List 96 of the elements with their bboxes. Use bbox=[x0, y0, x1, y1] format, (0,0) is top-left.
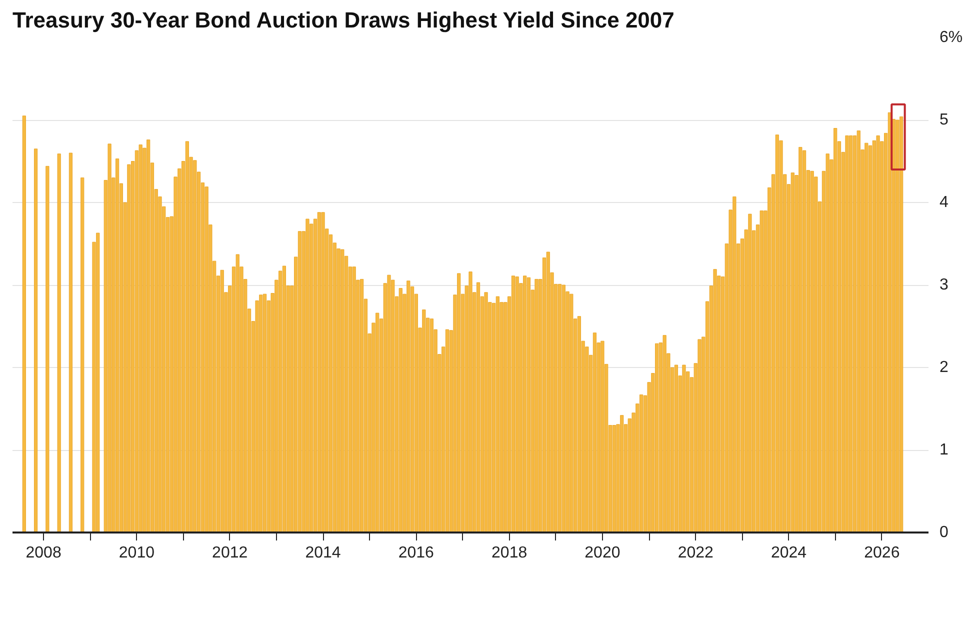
bar bbox=[146, 140, 150, 532]
bar bbox=[790, 172, 794, 532]
bar bbox=[592, 332, 597, 532]
bar bbox=[317, 212, 321, 532]
x-tick-label: 2020 bbox=[584, 544, 620, 562]
bar bbox=[526, 277, 531, 532]
bar bbox=[856, 130, 860, 532]
bar bbox=[775, 134, 779, 532]
x-tick-label: 2024 bbox=[770, 544, 807, 562]
y-tick-label: 5 bbox=[940, 112, 948, 128]
bar bbox=[457, 273, 461, 532]
bar bbox=[570, 294, 574, 532]
bar bbox=[662, 335, 666, 532]
bar bbox=[639, 394, 644, 532]
bar bbox=[430, 318, 434, 532]
x-tick-label: 2026 bbox=[864, 544, 900, 562]
bar bbox=[398, 288, 402, 532]
bar bbox=[515, 276, 519, 532]
bar bbox=[476, 282, 480, 532]
x-tick-label: 2008 bbox=[26, 544, 62, 562]
bar bbox=[422, 310, 426, 532]
bar bbox=[185, 141, 189, 532]
bar bbox=[620, 415, 624, 532]
bar bbox=[534, 278, 538, 532]
bar bbox=[57, 154, 61, 532]
bar bbox=[376, 312, 380, 532]
bar bbox=[484, 292, 488, 532]
bar bbox=[220, 270, 224, 532]
bar bbox=[34, 148, 38, 532]
bar bbox=[845, 135, 849, 532]
bar bbox=[888, 112, 892, 532]
y-tick-label: 2 bbox=[940, 359, 948, 376]
x-tick-label: 2012 bbox=[212, 544, 248, 562]
bar bbox=[468, 272, 472, 532]
bar bbox=[760, 210, 764, 532]
bar bbox=[115, 158, 120, 532]
x-tick-label: 2014 bbox=[305, 544, 341, 562]
bar bbox=[655, 343, 659, 532]
bar bbox=[732, 196, 736, 532]
bar bbox=[798, 146, 802, 532]
bar bbox=[826, 154, 830, 532]
bar bbox=[80, 178, 84, 532]
bar bbox=[340, 249, 344, 532]
y-tick-label: 1 bbox=[940, 442, 948, 458]
bar bbox=[876, 135, 880, 532]
y-tick-label: 4 bbox=[940, 194, 948, 211]
bar bbox=[698, 339, 702, 532]
bar bbox=[558, 284, 562, 532]
bar bbox=[445, 329, 450, 532]
bar bbox=[298, 231, 302, 532]
bar bbox=[600, 340, 604, 532]
bar bbox=[834, 128, 838, 532]
x-tick-label: 2018 bbox=[492, 544, 528, 562]
bar bbox=[864, 142, 868, 532]
bar bbox=[900, 116, 904, 532]
bar bbox=[612, 425, 616, 532]
bar bbox=[511, 276, 515, 532]
x-tick-label: 2010 bbox=[118, 544, 155, 562]
bar bbox=[108, 144, 112, 532]
bar bbox=[713, 269, 717, 532]
bar bbox=[562, 284, 566, 532]
bar bbox=[282, 266, 286, 532]
bar bbox=[352, 266, 356, 532]
bar bbox=[360, 278, 364, 532]
y-tick-label: 0 bbox=[940, 524, 948, 541]
bar bbox=[849, 135, 853, 532]
bar bbox=[96, 232, 100, 532]
bar bbox=[748, 214, 752, 532]
bar bbox=[321, 212, 325, 532]
bar bbox=[22, 116, 26, 532]
bar bbox=[496, 296, 500, 532]
bar bbox=[259, 294, 263, 532]
bar bbox=[802, 150, 806, 532]
bar bbox=[810, 170, 814, 532]
bar bbox=[138, 144, 142, 532]
bar bbox=[406, 280, 410, 532]
bar bbox=[236, 254, 240, 532]
bar bbox=[682, 364, 686, 532]
bar bbox=[896, 120, 900, 532]
x-tick-label: 2016 bbox=[398, 544, 434, 562]
bar bbox=[46, 166, 50, 532]
bar bbox=[193, 160, 197, 532]
y-tick-label: 3 bbox=[940, 276, 948, 294]
y-tick-label: 6% bbox=[940, 29, 963, 46]
bar bbox=[204, 186, 208, 532]
bar bbox=[674, 364, 678, 532]
x-tick-label: 2022 bbox=[678, 544, 714, 562]
bar bbox=[262, 294, 267, 532]
chart-title: Treasury 30-Year Bond Auction Draws Highest Yield Since 2007 bbox=[12, 8, 674, 32]
bar bbox=[387, 274, 391, 532]
bar bbox=[577, 316, 581, 532]
bar bbox=[127, 164, 131, 532]
bar bbox=[68, 152, 73, 532]
bar bbox=[306, 218, 310, 532]
bar bbox=[546, 252, 550, 532]
bar bbox=[523, 276, 527, 532]
